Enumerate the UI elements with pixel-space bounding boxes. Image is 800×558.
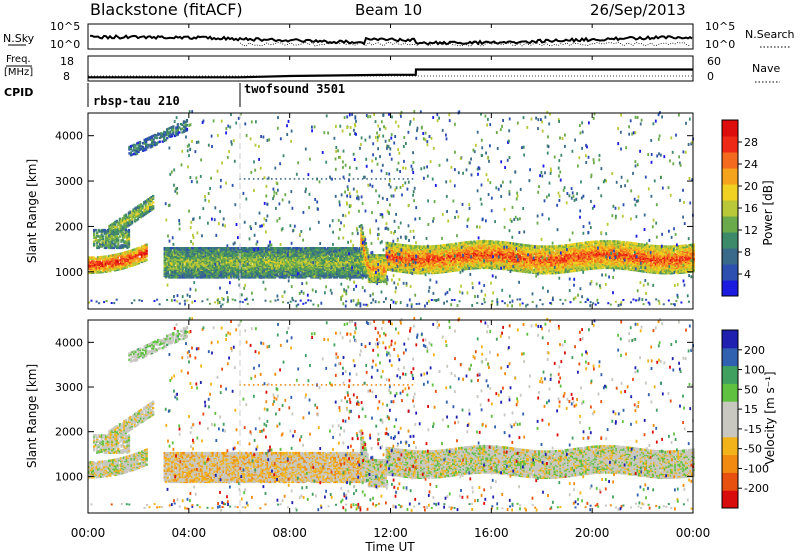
power-cell: [139, 141, 141, 143]
power-cell: [128, 242, 130, 244]
power-cell: [159, 141, 161, 143]
power-cell: [117, 233, 119, 235]
power-cell: [366, 252, 368, 254]
power-cell: [114, 223, 116, 225]
power-cell: [146, 250, 148, 252]
power-cell: [360, 224, 362, 226]
power-cell: [177, 123, 179, 125]
cpid-program-1: rbsp-tau 210: [93, 94, 180, 108]
power-cell: [137, 218, 139, 220]
nsearch-trace: [240, 42, 690, 46]
beam-title: Beam 10: [355, 1, 422, 19]
power-cell: [95, 229, 97, 231]
nsearch-tick-top: 10^5: [705, 20, 735, 33]
power-cell: [178, 131, 180, 133]
power-cell: [117, 243, 119, 245]
freq-tick-top: 18: [60, 55, 74, 68]
power-cell: [152, 201, 154, 203]
power-cell: [146, 252, 148, 254]
power-cell: [107, 229, 109, 231]
power-cell: [152, 205, 154, 207]
power-cell: [172, 125, 174, 127]
nsearch-tick-bottom: 10^0: [705, 38, 735, 51]
power-panel-bg: [88, 113, 693, 309]
power-cell: [128, 234, 130, 236]
power-cell: [128, 229, 130, 231]
nsky-traces: [90, 36, 692, 47]
power-cell: [385, 278, 387, 280]
nsky-tick-bottom: 10^0: [50, 38, 80, 51]
nsky-tick-top: 10^5: [50, 20, 80, 33]
power-cell: [186, 119, 188, 121]
power-cell: [117, 230, 119, 232]
power-cell: [102, 238, 104, 240]
freq-tick-bottom: 8: [63, 70, 70, 83]
cpid-program-2: twofsound 3501: [244, 82, 345, 96]
date-title: 26/Sep/2013: [590, 1, 686, 19]
nave-tick-top: 60: [707, 55, 721, 68]
station-title: Blackstone (fitACF): [90, 0, 243, 19]
power-cell: [156, 137, 158, 139]
power-cell: [146, 243, 148, 245]
power-cell: [362, 231, 364, 233]
freq-traces: [88, 70, 693, 78]
power-cell: [120, 229, 122, 231]
nsearch-label: N.Search: [745, 28, 795, 41]
power-cell: [93, 233, 95, 235]
power-cell: [186, 124, 188, 126]
power-cell: [141, 205, 143, 207]
power-cell: [186, 128, 188, 130]
cpid-label: CPID: [4, 86, 33, 99]
power-cell: [125, 214, 127, 216]
nsky-label: N.Sky: [3, 32, 35, 45]
power-cell: [102, 235, 104, 237]
freq-label-line2: [MHz]: [4, 67, 33, 78]
power-cell: [117, 239, 119, 241]
power-cell: [146, 259, 148, 261]
nave-tick-bottom: 0: [707, 70, 714, 83]
power-cell: [152, 195, 154, 197]
nave-label: Nave: [752, 62, 780, 75]
freq-label-line1: Freq.: [6, 54, 31, 65]
